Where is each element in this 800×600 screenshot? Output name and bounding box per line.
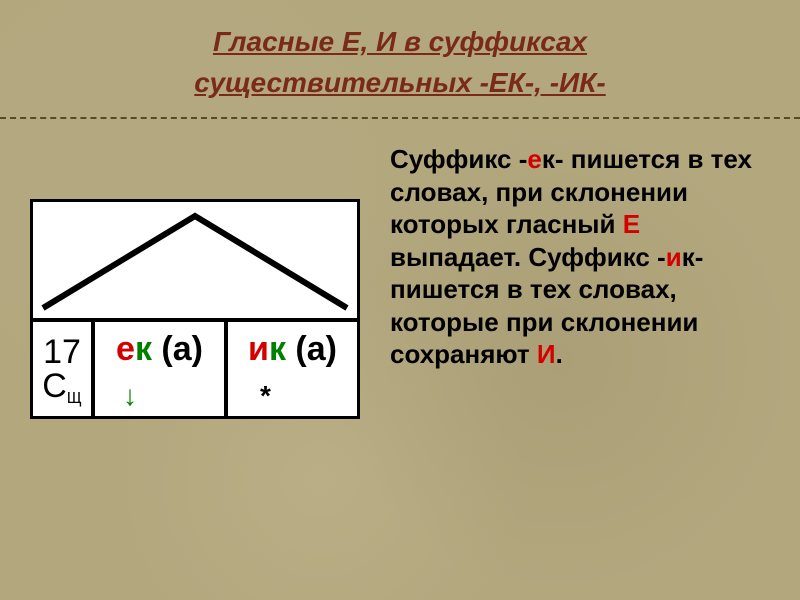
rule-text: Суффикс -ек- пишется в тех словах, при с… <box>390 143 770 419</box>
roof-icon <box>33 202 357 318</box>
ik-text: ик (а) <box>248 330 337 369</box>
diagram-col-ek: ек (а) ↓ <box>95 322 228 416</box>
suffix-diagram: 17 СЩ ек (а) ↓ ик (а) * <box>30 199 360 419</box>
index-letters: СЩ <box>42 369 82 403</box>
asterisk-icon: * <box>260 380 271 412</box>
diagram-grid: 17 СЩ ек (а) ↓ ик (а) * <box>33 318 357 416</box>
index-number: 17 <box>43 335 81 369</box>
page-title: Гласные Е, И в суффиксах существительных… <box>0 0 800 103</box>
content-area: 17 СЩ ек (а) ↓ ик (а) * Суффикс -ек- пиш… <box>0 119 800 419</box>
diagram-col-index: 17 СЩ <box>33 322 95 416</box>
drop-arrow-icon: ↓ <box>123 380 137 412</box>
ek-text: ек (а) <box>116 330 203 369</box>
title-line-1: Гласные Е, И в суффиксах <box>213 26 587 57</box>
diagram-col-ik: ик (а) * <box>228 322 357 416</box>
title-line-2: существительных -ЕК-, -ИК- <box>194 67 605 98</box>
